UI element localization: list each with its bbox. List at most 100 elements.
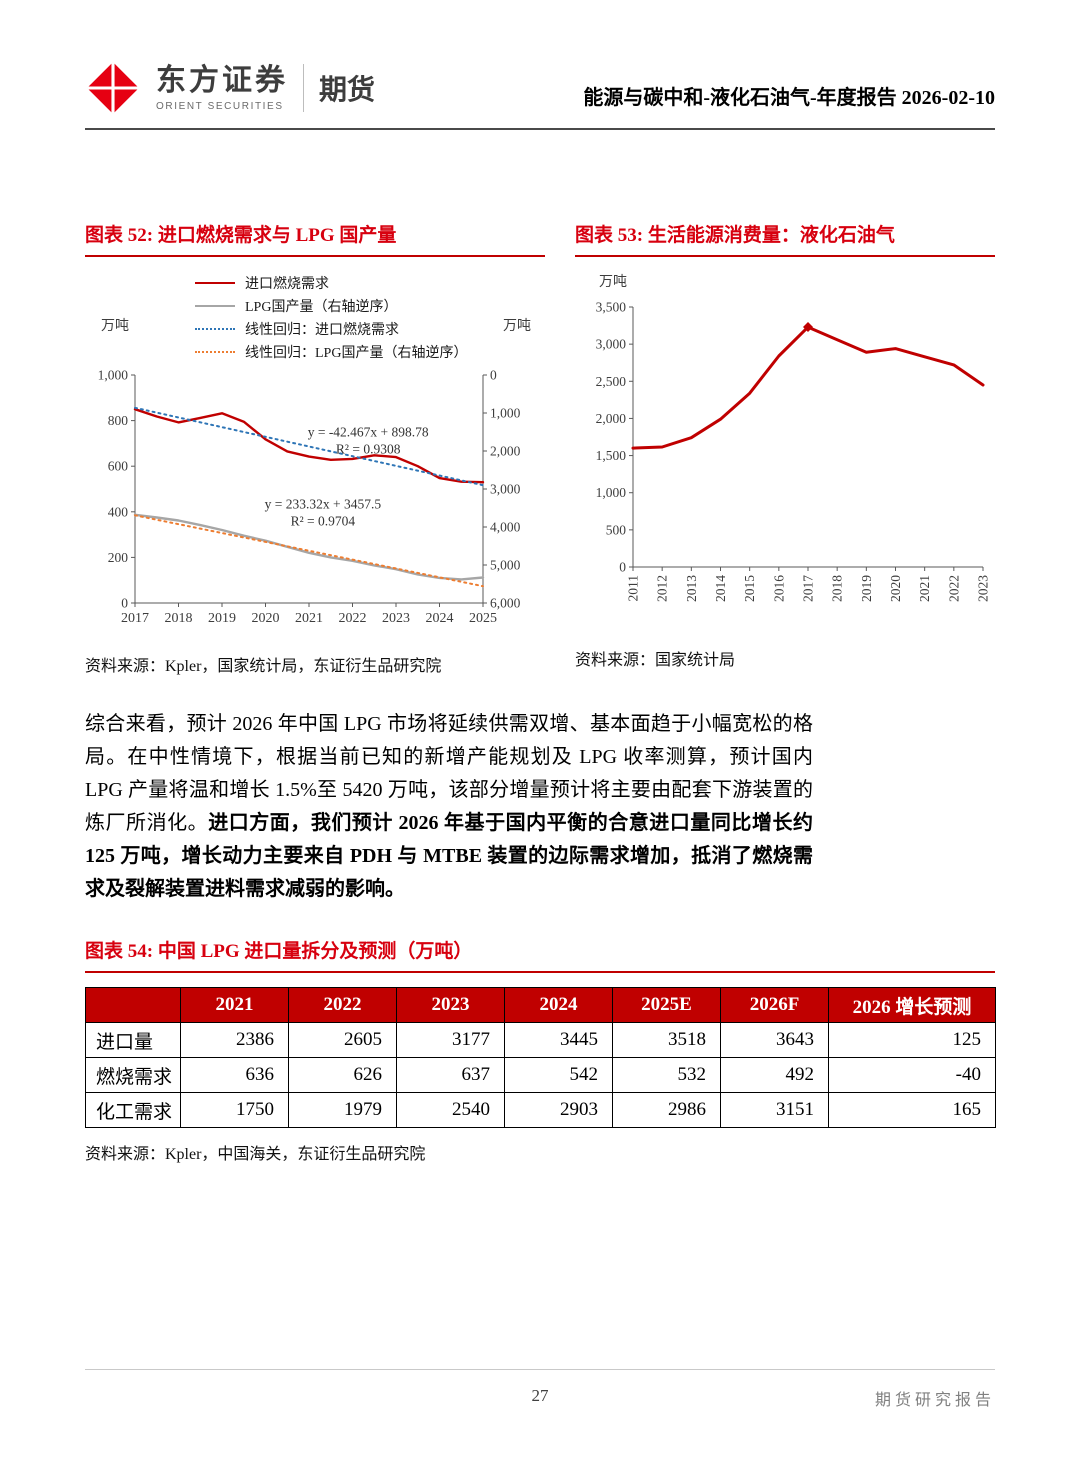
figure-54-source: 资料来源：Kpler，中国海关，东证衍生品研究院 — [85, 1146, 426, 1163]
fig54-table-head-row: 2021 2022 2023 2024 2025E 2026F 2026 增长预测 — [85, 987, 996, 1023]
paragraph-bold: 进口方面，我们预计 2026 年基于国内平衡的合意进口量同比增长约 125 万吨… — [85, 812, 814, 900]
table-header-cell: 2024 — [504, 987, 613, 1023]
table-cell: -40 — [828, 1057, 996, 1093]
tick-label: 4,000 — [490, 520, 521, 535]
tick-label: 2017 — [121, 611, 149, 626]
figures-row: 图表 52: 进口燃烧需求与 LPG 国产量 进口燃烧需求 LPG国产量（右轴逆序… — [85, 220, 995, 676]
fig52-unit-right: 万吨 — [503, 319, 531, 334]
figure-53-source: 资料来源：国家统计局 — [575, 652, 736, 669]
legend-swatch — [195, 281, 235, 284]
fig52-svg: 1,000 800 600 400 200 0 0 1,000 2,000 3,000 4,000 5… — [98, 368, 521, 627]
figure-52-chart: 进口燃烧需求 LPG国产量（右轴逆序） 线性回归：进口燃烧需求 线性回归：LPG国产量… — [85, 271, 545, 640]
table-row-label: 进口量 — [85, 1022, 181, 1058]
tick-label: 2021 — [295, 611, 323, 626]
table-cell: 165 — [828, 1092, 996, 1128]
table-header-cell: 2026F — [720, 987, 829, 1023]
table-cell: 125 — [828, 1022, 996, 1058]
tick-label: 1,000 — [596, 485, 627, 500]
tick-label: 2021 — [917, 575, 932, 602]
fig52-unit-left: 万吨 — [101, 319, 129, 334]
tick-label: 500 — [606, 522, 627, 537]
legend-label: 线性回归：LPG国产量（右轴逆序） — [245, 345, 468, 361]
tick-label: 2020 — [888, 575, 903, 602]
tick-label: 6,000 — [490, 596, 521, 611]
figure-54-title: 图表 54: 中国 LPG 进口量拆分及预测（万吨） — [85, 936, 995, 973]
table-cell: 2605 — [288, 1022, 397, 1058]
tick-label: 200 — [108, 550, 129, 565]
table-cell: 542 — [504, 1057, 613, 1093]
table-cell: 1750 — [180, 1092, 289, 1128]
brand-divider — [303, 64, 304, 112]
tick-label: 2025 — [469, 611, 497, 626]
brand-name: 东方证券 ORIENT SECURITIES — [156, 64, 288, 112]
table-cell: 532 — [612, 1057, 721, 1093]
regression-annotation: R² = 0.9704 — [291, 514, 356, 529]
legend-label: 线性回归：进口燃烧需求 — [245, 322, 399, 338]
table-cell: 2540 — [396, 1092, 505, 1128]
table-cell: 3151 — [720, 1092, 829, 1128]
tick-label: 2019 — [208, 611, 236, 626]
tick-label: 2,000 — [490, 444, 521, 459]
tick-label: 2022 — [339, 611, 367, 626]
brand-block: 东方证券 ORIENT SECURITIES 期货 — [85, 60, 375, 116]
table-cell: 492 — [720, 1057, 829, 1093]
table-row: 化工需求 1750 1979 2540 2903 2986 3151 165 — [85, 1092, 996, 1128]
tick-label: 3,000 — [596, 337, 627, 352]
table-cell: 636 — [180, 1057, 289, 1093]
table-cell: 3177 — [396, 1022, 505, 1058]
figure-52-title: 图表 52: 进口燃烧需求与 LPG 国产量 — [85, 220, 545, 257]
tick-label: 0 — [121, 596, 128, 611]
page-footer: 27 期货研究报告 — [85, 1369, 995, 1409]
tick-label: 2022 — [946, 575, 961, 602]
series-line — [134, 406, 484, 487]
summary-paragraph: 综合来看，预计 2026 年中国 LPG 市场将延续供需双增、基本面趋于小幅宽松… — [85, 708, 813, 906]
regression-annotation: y = 233.32x + 3457.5 — [265, 496, 382, 511]
page-header: 东方证券 ORIENT SECURITIES 期货 能源与碳中和-液化石油气-年… — [85, 0, 995, 130]
report-title: 能源与碳中和-液化石油气-年度报告 2026-02-10 — [583, 87, 995, 109]
regression-annotation: R² = 0.9308 — [336, 442, 401, 457]
fig54-table: 2021 2022 2023 2024 2025E 2026F 2026 增长预测 进口量 2… — [85, 987, 996, 1128]
tick-label: 0 — [619, 560, 626, 575]
tick-label: 2015 — [742, 575, 757, 602]
table-header-cell: 2025E — [612, 987, 721, 1023]
legend-item: 线性回归：LPG国产量（右轴逆序） — [195, 340, 545, 363]
figure-52: 图表 52: 进口燃烧需求与 LPG 国产量 进口燃烧需求 LPG国产量（右轴逆序… — [85, 220, 545, 676]
tick-label: 2018 — [165, 611, 193, 626]
series-line — [133, 513, 485, 581]
table-cell: 637 — [396, 1057, 505, 1093]
footer-report-type: 期货研究报告 — [874, 1392, 995, 1409]
table-cell: 3445 — [504, 1022, 613, 1058]
table-cell: 626 — [288, 1057, 397, 1093]
series-line — [133, 408, 485, 484]
peak-marker-diamond — [803, 322, 813, 333]
legend-swatch — [195, 327, 235, 330]
table-header-cell: 2022 — [288, 987, 397, 1023]
legend-swatch — [195, 304, 235, 307]
brand-name-cn: 东方证券 — [156, 64, 288, 97]
table-cell: 3518 — [612, 1022, 721, 1058]
tick-label: 2,500 — [596, 374, 627, 389]
table-row-label: 燃烧需求 — [85, 1057, 181, 1093]
tick-label: 600 — [108, 459, 129, 474]
table-header-cell: 2026 增长预测 — [828, 987, 996, 1023]
legend-item: LPG国产量（右轴逆序） — [195, 294, 545, 317]
regression-annotation: y = -42.467x + 898.78 — [308, 425, 429, 440]
table-row: 进口量 2386 2605 3177 3445 3518 3643 125 — [85, 1022, 996, 1058]
table-cell: 2986 — [612, 1092, 721, 1128]
tick-label: 2017 — [801, 575, 816, 602]
paragraph-normal: 综合来看，预计 2026 年中国 LPG 市场将延续供需双增、基本面趋于小幅宽松… — [85, 713, 813, 834]
tick-label: 2023 — [976, 575, 991, 602]
tick-label: 2,000 — [596, 411, 627, 426]
brand-division: 期货 — [319, 74, 376, 105]
tick-label: 2024 — [426, 611, 454, 626]
tick-label: 1,500 — [596, 448, 627, 463]
figure-53: 图表 53: 生活能源消费量：液化石油气 万吨 3,500 3,000 2,500 2… — [575, 220, 995, 676]
tick-label: 2012 — [655, 575, 670, 602]
legend-label: LPG国产量（右轴逆序） — [245, 299, 398, 315]
tick-label: 2019 — [859, 575, 874, 602]
table-header-cell: 2021 — [180, 987, 289, 1023]
table-cell: 3643 — [720, 1022, 829, 1058]
tick-label: 2020 — [252, 611, 280, 626]
